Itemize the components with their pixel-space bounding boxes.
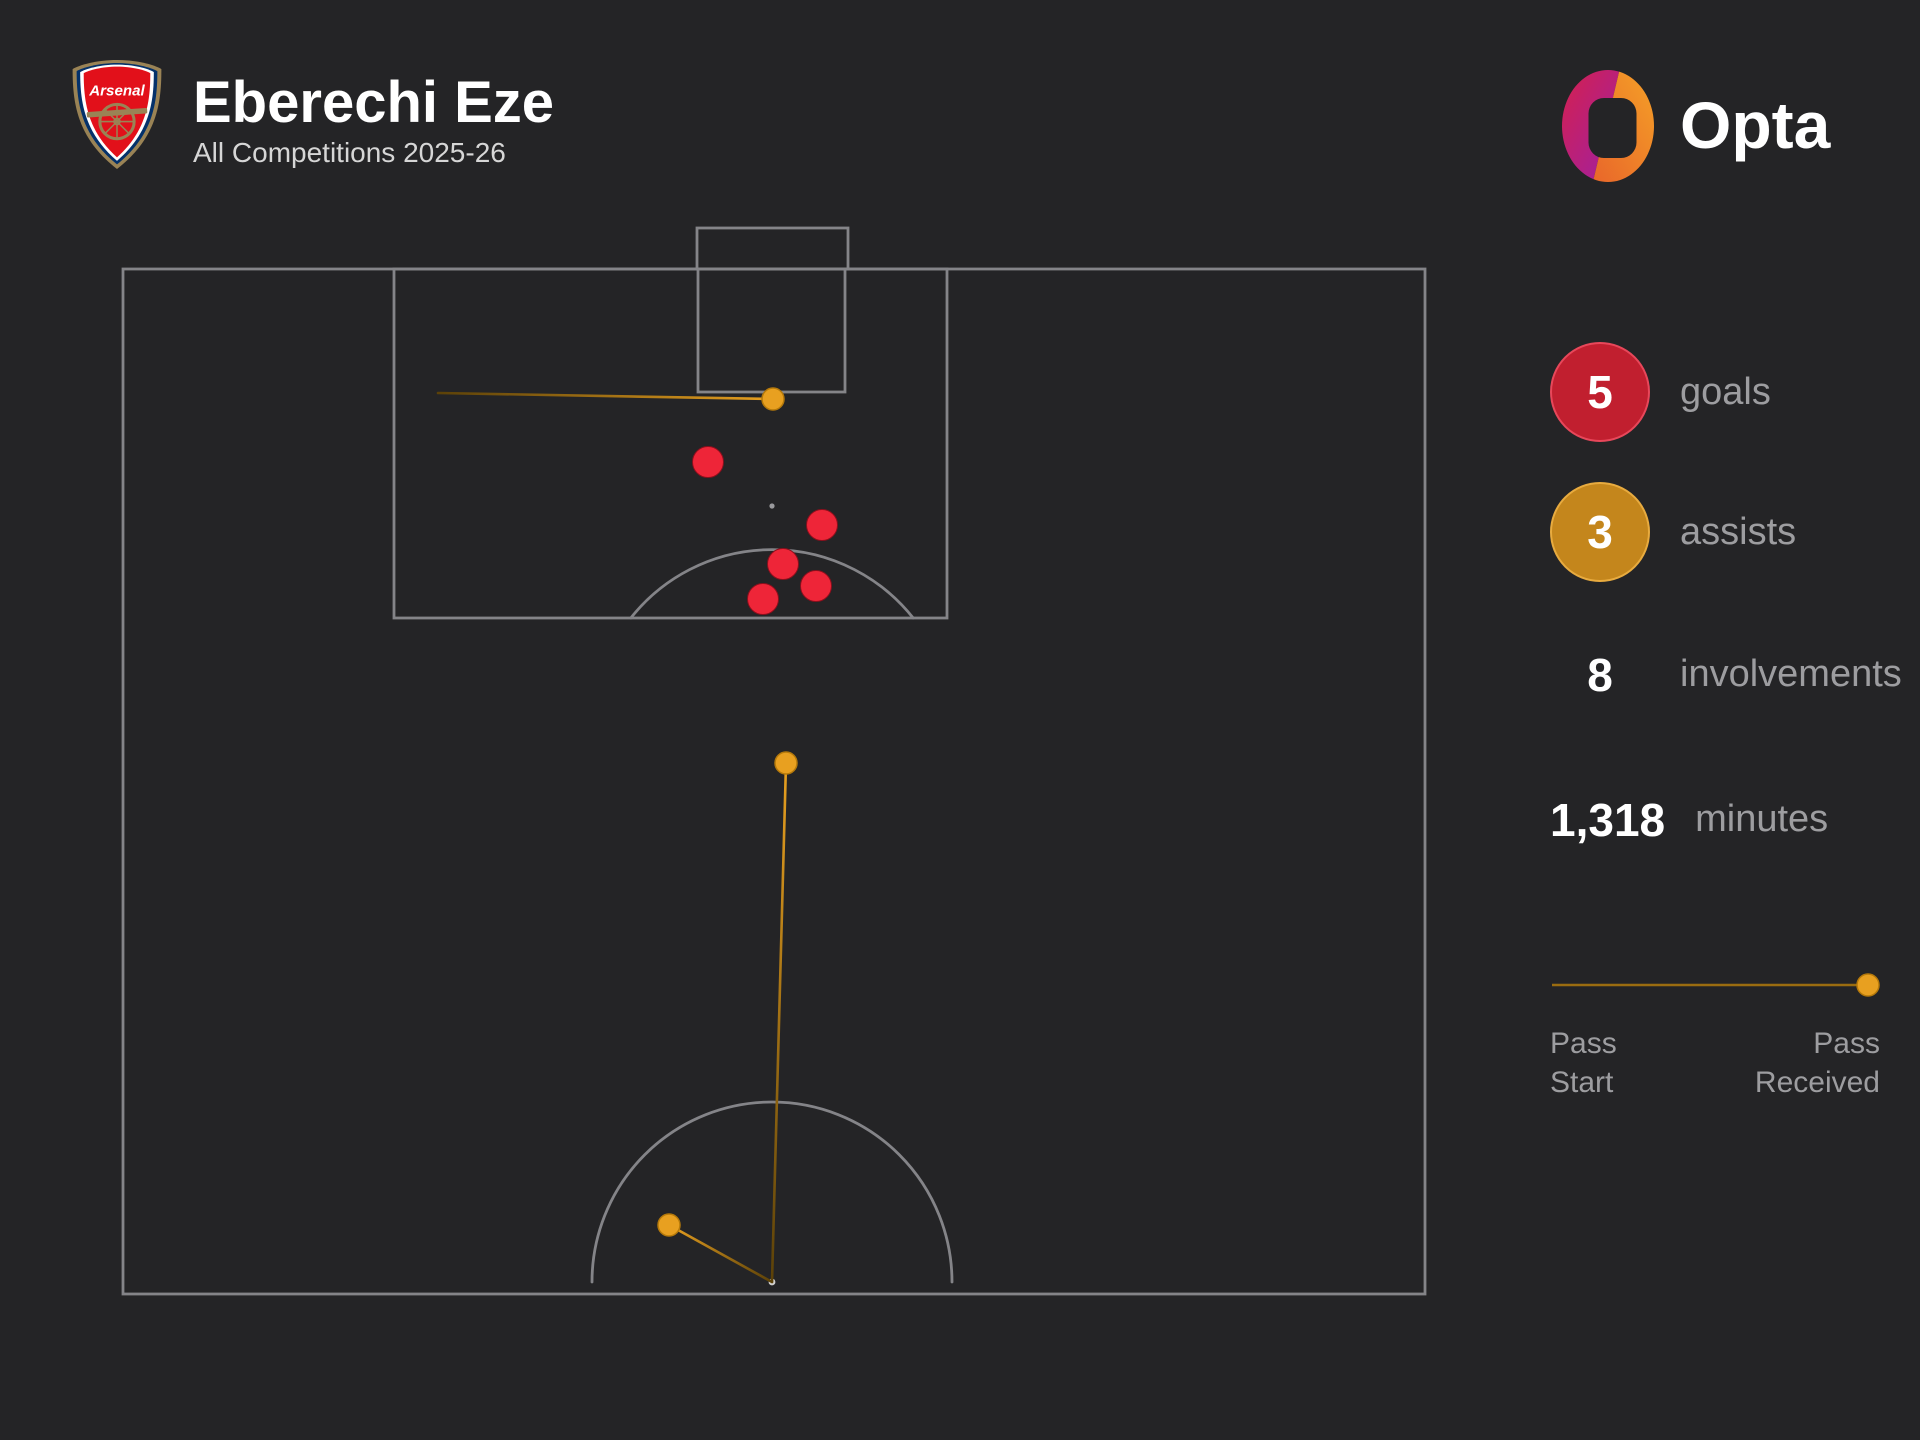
svg-text:Arsenal: Arsenal — [88, 82, 145, 99]
